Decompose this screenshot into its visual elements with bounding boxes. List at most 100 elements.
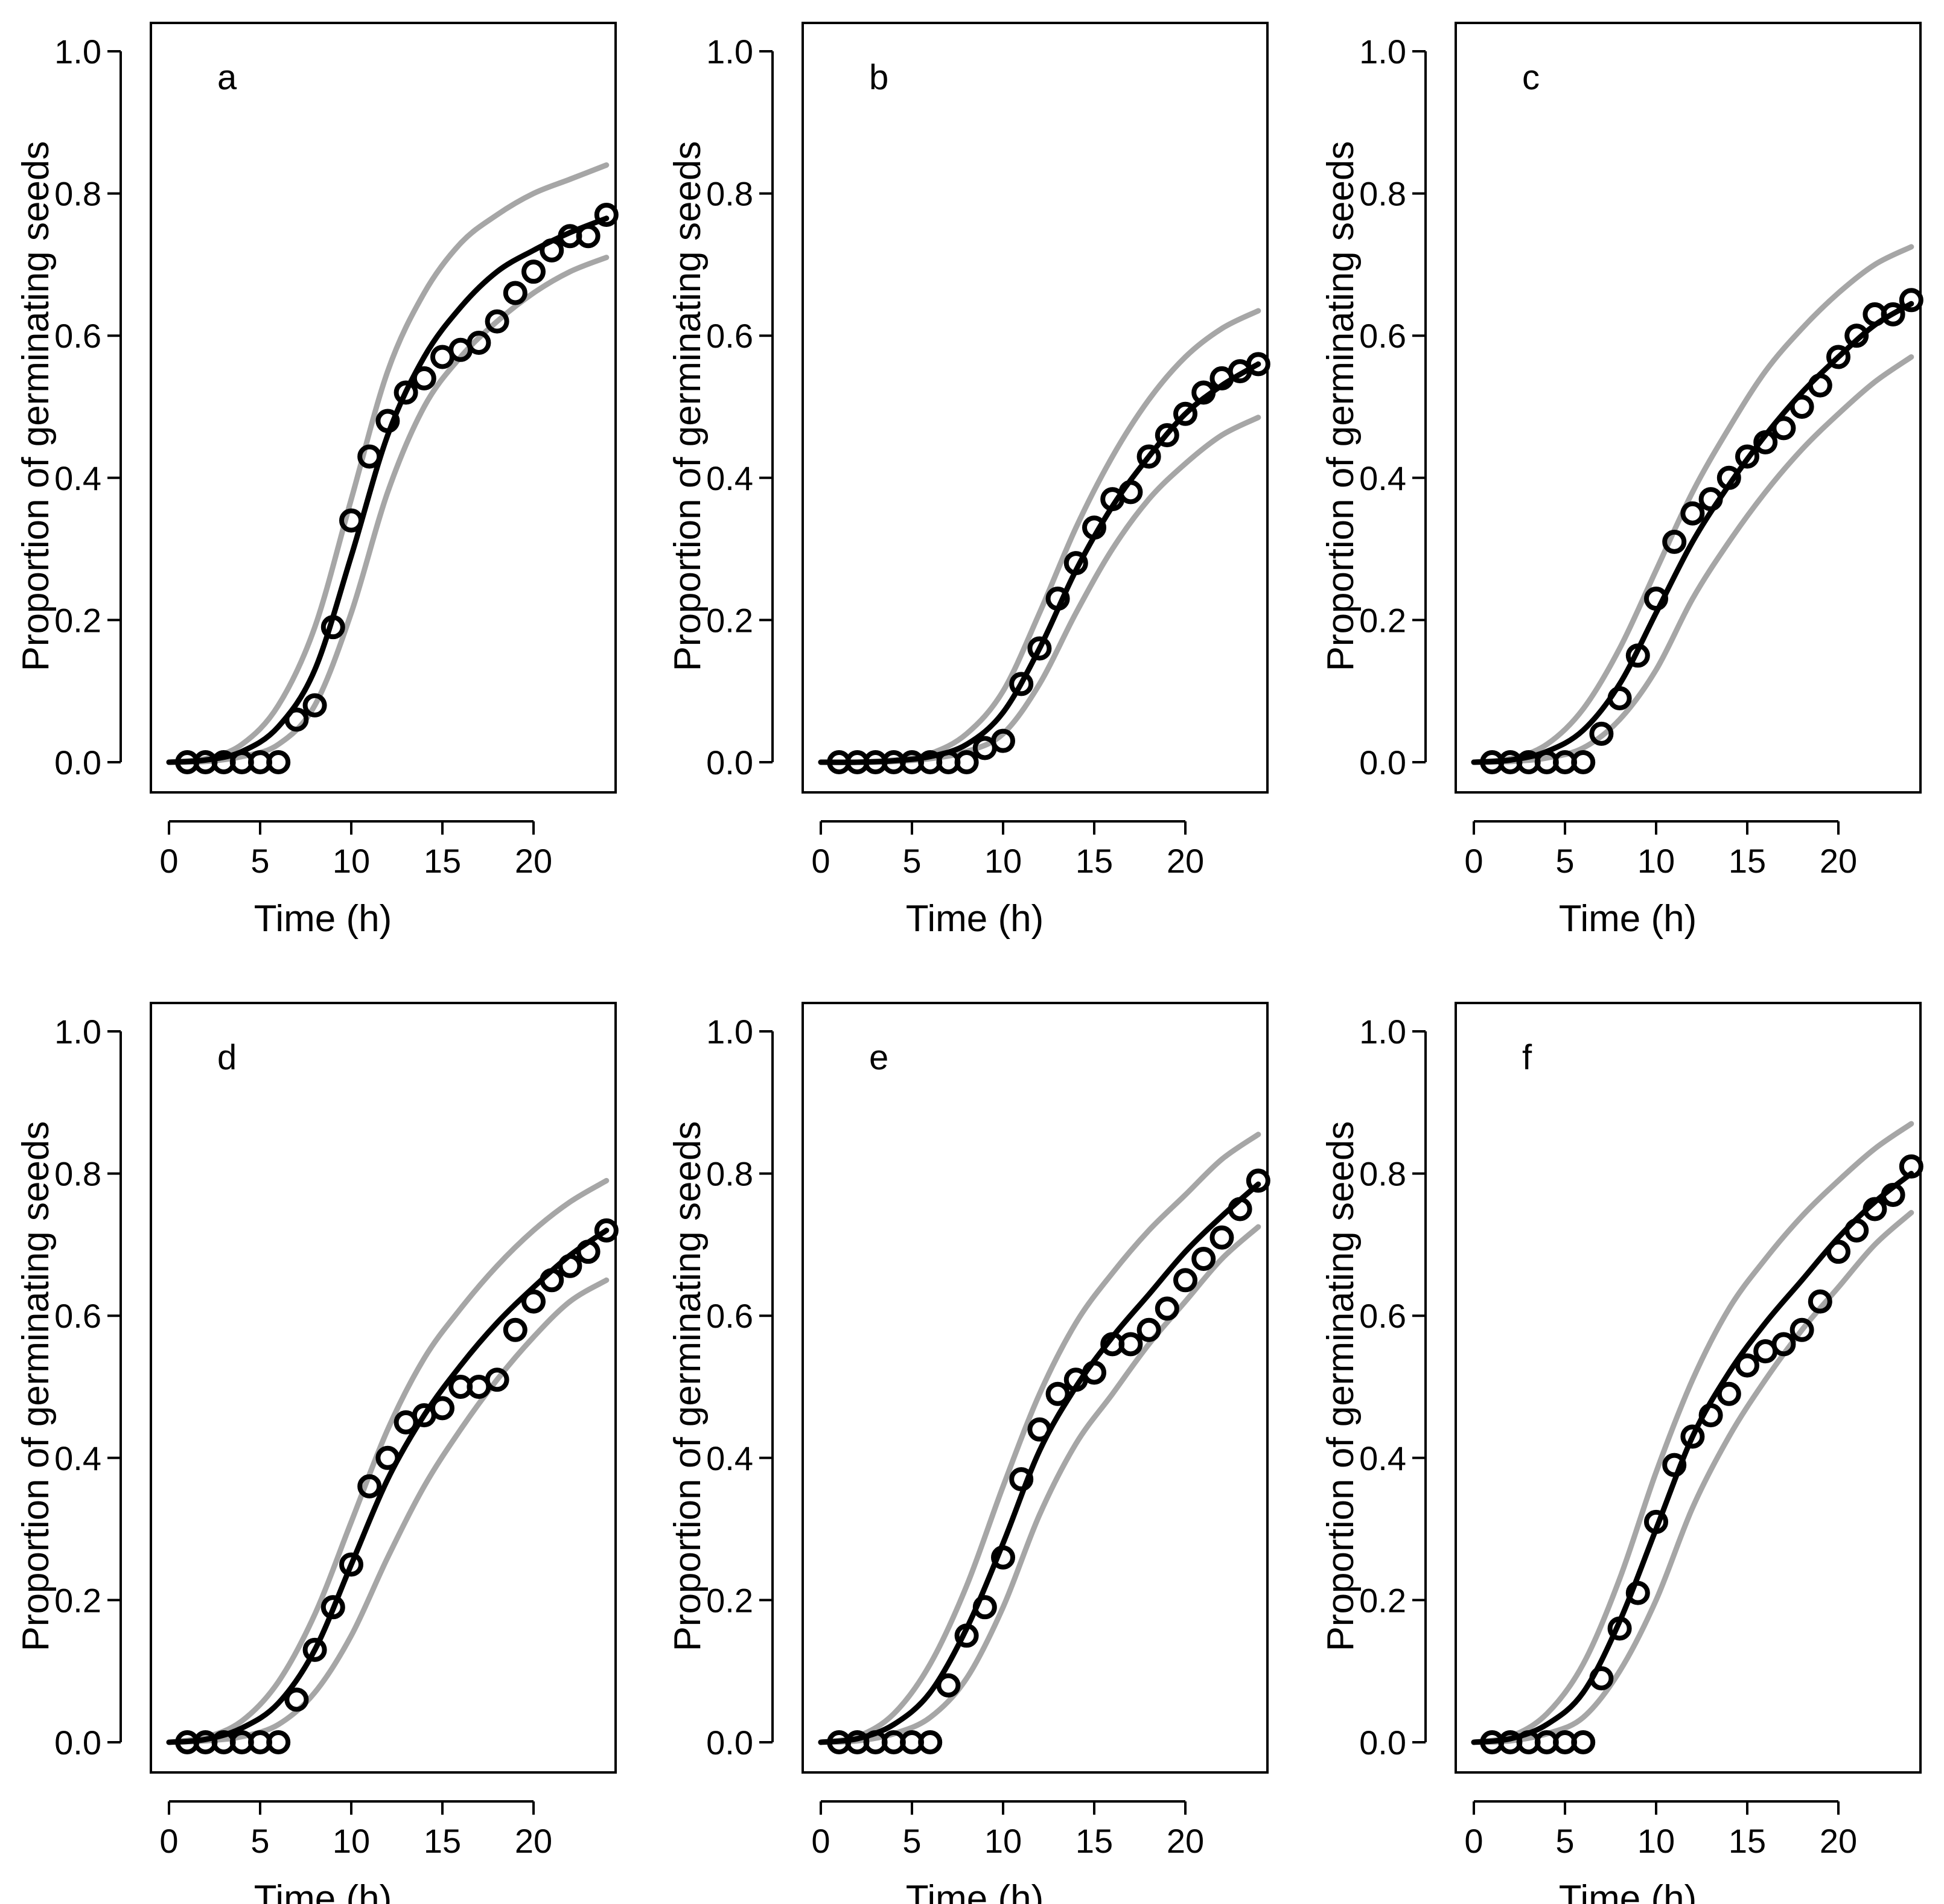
panel-letter: e <box>869 1038 888 1077</box>
observed-point <box>1644 587 1668 611</box>
observed-point <box>918 1730 943 1754</box>
observed-point <box>576 224 601 249</box>
y-axis-title: Proportion of germinating seeds <box>667 141 709 672</box>
y-tick-label: 0.6 <box>54 317 101 355</box>
upper-interval-line <box>166 162 610 765</box>
observed-point <box>1735 1353 1759 1378</box>
observed-point <box>594 1218 619 1243</box>
y-tick-label: 0.0 <box>706 743 753 782</box>
plot-frame <box>802 22 1269 794</box>
observed-point <box>1571 1730 1596 1754</box>
x-tick-label: 15 <box>424 842 461 880</box>
plot-frame <box>802 1002 1269 1774</box>
observed-point <box>1698 1403 1723 1428</box>
y-tick-label: 0.2 <box>54 1581 101 1619</box>
observed-point <box>1173 401 1197 426</box>
x-tick-label: 5 <box>902 1822 921 1860</box>
y-tick-label: 0.2 <box>706 1581 753 1619</box>
observed-point <box>972 1595 997 1620</box>
y-tick-label: 1.0 <box>54 1013 101 1051</box>
fitted-curve <box>818 361 1261 765</box>
y-tick-label: 1.0 <box>54 33 101 71</box>
panel-d: 0.0 0.2 0.4 0.6 0.8 1.0 0 5 10 15 20 Time (h) Propor… <box>15 1002 619 1904</box>
x-tick-label: 0 <box>159 1822 178 1860</box>
observed-point <box>1191 380 1216 405</box>
observed-point <box>1118 1332 1143 1357</box>
observed-point <box>1625 1581 1650 1605</box>
y-tick-label: 1.0 <box>706 1013 753 1051</box>
x-axis-title: Time (h) <box>254 898 392 940</box>
observed-point <box>1082 1360 1106 1385</box>
observed-point <box>1118 480 1143 505</box>
observed-point <box>1753 430 1778 454</box>
observed-point <box>1735 444 1759 469</box>
x-tick-label: 10 <box>333 842 370 880</box>
y-tick-label: 0.0 <box>1359 743 1406 782</box>
observed-point <box>1136 1317 1161 1342</box>
y-axis-title: Proportion of germinating seeds <box>15 1121 57 1652</box>
x-axis-title: Time (h) <box>254 1878 392 1904</box>
observed-point <box>1826 1240 1850 1264</box>
observed-point <box>1228 1197 1252 1221</box>
observed-point <box>412 366 436 390</box>
panel-letter: b <box>869 58 888 97</box>
observed-point <box>1136 444 1161 469</box>
observed-point <box>521 259 546 284</box>
observed-point <box>339 508 363 533</box>
panel-f: 0.0 0.2 0.4 0.6 0.8 1.0 0 5 10 15 20 Time (h) Propor… <box>1320 1002 1923 1904</box>
observed-point <box>1789 1317 1814 1342</box>
y-tick-label: 0.6 <box>706 317 753 355</box>
y-tick-label: 0.2 <box>54 601 101 639</box>
observed-point <box>503 281 527 305</box>
x-axis-title: Time (h) <box>1559 898 1697 940</box>
panel-e: 0.0 0.2 0.4 0.6 0.8 1.0 0 5 10 15 20 Time (h) Propor… <box>667 1002 1270 1904</box>
y-tick-label: 1.0 <box>1359 33 1406 71</box>
y-tick-label: 0.4 <box>1359 1439 1406 1477</box>
observed-point <box>1607 686 1632 710</box>
y-axis-title: Proportion of germinating seeds <box>15 141 57 672</box>
x-tick-label: 20 <box>1167 842 1204 880</box>
observed-point <box>1863 1197 1887 1221</box>
observed-point <box>1191 1246 1216 1271</box>
observed-point <box>1173 1268 1197 1293</box>
x-tick-label: 5 <box>250 1822 269 1860</box>
observed-point <box>954 750 979 774</box>
observed-point <box>1009 672 1034 696</box>
observed-point <box>1209 1225 1234 1250</box>
observed-point <box>576 1240 601 1264</box>
upper-interval-line <box>818 308 1261 765</box>
lower-interval-line <box>166 255 610 765</box>
observed-point <box>1662 1453 1687 1477</box>
observed-point <box>1571 750 1596 774</box>
upper-interval-line <box>166 1177 610 1745</box>
observed-point <box>1680 1424 1705 1449</box>
observed-point <box>266 1730 291 1754</box>
y-tick-label: 0.2 <box>1359 601 1406 639</box>
observed-point <box>467 330 491 355</box>
observed-point <box>1246 352 1270 377</box>
fitted-curve <box>1471 301 1914 765</box>
x-tick-label: 15 <box>1076 842 1113 880</box>
plot-frame <box>1455 1002 1922 1774</box>
panel-letter: d <box>217 1038 237 1077</box>
x-tick-label: 10 <box>1637 842 1675 880</box>
x-tick-label: 5 <box>1555 842 1574 880</box>
x-tick-label: 10 <box>1637 1822 1675 1860</box>
observed-point <box>302 693 327 718</box>
observed-point <box>302 1637 327 1662</box>
observed-point <box>991 728 1015 753</box>
observed-point <box>540 238 564 263</box>
observed-point <box>1644 1509 1668 1534</box>
panel-letter: c <box>1522 58 1540 97</box>
observed-point <box>1771 1332 1796 1357</box>
panel-c: 0.0 0.2 0.4 0.6 0.8 1.0 0 5 10 15 20 Time (h) Propor… <box>1320 22 1923 940</box>
y-tick-label: 0.4 <box>1359 459 1406 497</box>
observed-point <box>1881 1182 1905 1207</box>
observed-point <box>1808 1289 1832 1314</box>
observed-point <box>1027 636 1052 661</box>
lower-interval-line <box>818 415 1261 765</box>
observed-point <box>1063 551 1088 576</box>
observed-point <box>357 1474 382 1498</box>
y-tick-label: 0.8 <box>706 1155 753 1193</box>
